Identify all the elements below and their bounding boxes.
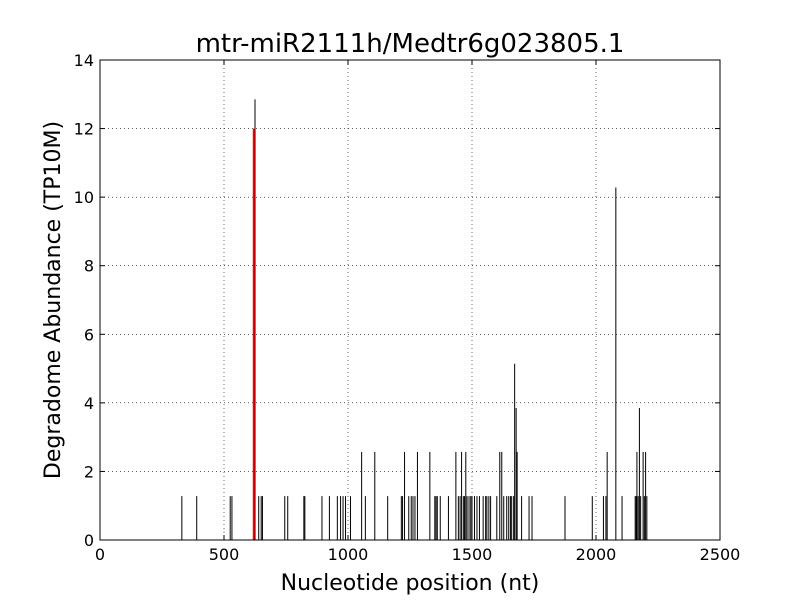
y-tick-label: 8 xyxy=(84,257,94,276)
bars xyxy=(181,99,648,540)
y-tick-label: 10 xyxy=(74,188,94,207)
y-tick-label: 2 xyxy=(84,462,94,481)
y-tick-label: 14 xyxy=(74,51,94,70)
y-tick-label: 6 xyxy=(84,325,94,344)
y-axis-label: Degradome Abundance (TP10M) xyxy=(41,121,66,479)
x-tick-label: 2500 xyxy=(700,545,741,564)
x-axis-label: Nucleotide position (nt) xyxy=(281,571,540,596)
x-tick-label: 1000 xyxy=(328,545,369,564)
x-tick-label: 2000 xyxy=(576,545,617,564)
x-tick-label: 1500 xyxy=(452,545,493,564)
y-tick-label: 4 xyxy=(84,394,94,413)
y-tick-label: 12 xyxy=(74,120,94,139)
ticks: 0 500 1000 1500 2000 2500 0 2 4 6 8 10 12 14 xyxy=(74,51,741,564)
plot-frame xyxy=(99,59,721,541)
x-tick-label: 500 xyxy=(209,545,240,564)
x-tick-label: 0 xyxy=(95,545,105,564)
grid xyxy=(100,60,720,540)
chart-title: mtr-miR2111h/Medtr6g023805.1 xyxy=(196,29,625,59)
y-tick-label: 0 xyxy=(84,531,94,550)
